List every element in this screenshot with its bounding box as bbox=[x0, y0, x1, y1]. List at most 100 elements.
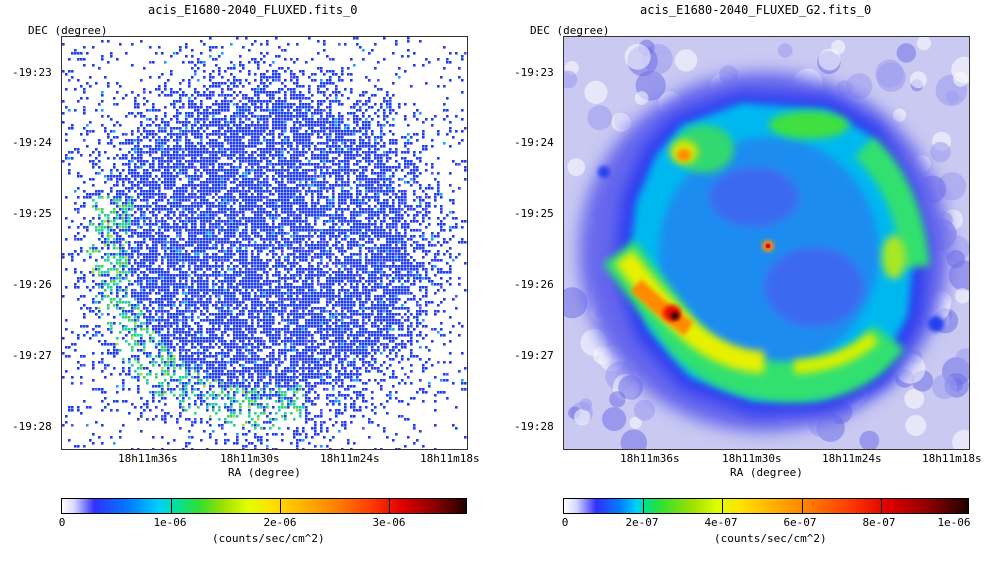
pixel bbox=[77, 253, 80, 256]
pixel bbox=[332, 253, 335, 256]
pixel bbox=[392, 118, 395, 121]
pixel bbox=[245, 145, 248, 148]
pixel bbox=[191, 112, 194, 115]
pixel bbox=[248, 61, 251, 64]
pixel bbox=[269, 259, 272, 262]
pixel bbox=[296, 136, 299, 139]
left-image-plot[interactable] bbox=[61, 36, 468, 450]
pixel bbox=[203, 94, 206, 97]
pixel bbox=[344, 166, 347, 169]
pixel bbox=[176, 115, 179, 118]
pixel bbox=[161, 160, 164, 163]
pixel bbox=[239, 244, 242, 247]
pixel bbox=[383, 271, 386, 274]
pixel bbox=[338, 79, 341, 82]
pixel bbox=[353, 259, 356, 262]
pixel bbox=[251, 199, 254, 202]
pixel bbox=[131, 91, 134, 94]
pixel bbox=[281, 49, 284, 52]
pixel bbox=[167, 241, 170, 244]
pixel bbox=[383, 265, 386, 268]
pixel bbox=[281, 208, 284, 211]
pixel bbox=[338, 196, 341, 199]
pixel bbox=[236, 142, 239, 145]
pixel bbox=[296, 133, 299, 136]
pixel bbox=[197, 106, 200, 109]
pixel bbox=[386, 250, 389, 253]
pixel bbox=[233, 232, 236, 235]
pixel bbox=[221, 109, 224, 112]
pixel bbox=[290, 76, 293, 79]
pixel bbox=[269, 94, 272, 97]
pixel bbox=[290, 97, 293, 100]
pixel bbox=[218, 130, 221, 133]
pixel bbox=[83, 139, 86, 142]
pixel bbox=[326, 142, 329, 145]
pixel bbox=[323, 244, 326, 247]
pixel bbox=[389, 178, 392, 181]
pixel bbox=[101, 232, 104, 235]
pixel bbox=[317, 274, 320, 277]
pixel bbox=[341, 229, 344, 232]
pixel bbox=[389, 226, 392, 229]
pixel bbox=[305, 163, 308, 166]
pixel bbox=[359, 118, 362, 121]
pixel bbox=[302, 259, 305, 262]
pixel bbox=[218, 238, 221, 241]
pixel bbox=[326, 169, 329, 172]
pixel bbox=[251, 112, 254, 115]
pixel bbox=[209, 112, 212, 115]
pixel bbox=[185, 148, 188, 151]
pixel bbox=[335, 127, 338, 130]
pixel bbox=[284, 139, 287, 142]
pixel bbox=[329, 160, 332, 163]
pixel bbox=[302, 154, 305, 157]
pixel bbox=[131, 223, 134, 226]
pixel bbox=[266, 184, 269, 187]
pixel bbox=[146, 208, 149, 211]
pixel bbox=[305, 178, 308, 181]
pixel bbox=[116, 82, 119, 85]
pixel bbox=[227, 139, 230, 142]
pixel bbox=[302, 238, 305, 241]
pixel bbox=[359, 181, 362, 184]
pixel bbox=[302, 208, 305, 211]
pixel bbox=[128, 151, 131, 154]
pixel bbox=[260, 196, 263, 199]
pixel bbox=[188, 235, 191, 238]
pixel bbox=[137, 253, 140, 256]
pixel bbox=[257, 115, 260, 118]
pixel bbox=[224, 133, 227, 136]
pixel bbox=[188, 100, 191, 103]
pixel bbox=[215, 214, 218, 217]
pixel bbox=[425, 253, 428, 256]
pixel bbox=[254, 196, 257, 199]
pixel bbox=[179, 226, 182, 229]
pixel bbox=[203, 121, 206, 124]
pixel bbox=[278, 256, 281, 259]
pixel bbox=[287, 175, 290, 178]
pixel bbox=[377, 232, 380, 235]
pixel bbox=[362, 178, 365, 181]
pixel bbox=[170, 208, 173, 211]
pixel bbox=[287, 181, 290, 184]
pixel bbox=[416, 109, 419, 112]
left-panel-title: acis_E1680-2040_FLUXED.fits_0 bbox=[148, 3, 358, 17]
pixel bbox=[176, 232, 179, 235]
pixel bbox=[248, 106, 251, 109]
pixel bbox=[239, 250, 242, 253]
pixel bbox=[263, 151, 266, 154]
pixel bbox=[389, 232, 392, 235]
pixel bbox=[347, 181, 350, 184]
pixel bbox=[293, 199, 296, 202]
pixel bbox=[320, 130, 323, 133]
pixel bbox=[398, 196, 401, 199]
pixel bbox=[200, 118, 203, 121]
pixel bbox=[164, 184, 167, 187]
pixel bbox=[347, 178, 350, 181]
pixel bbox=[389, 223, 392, 226]
pixel bbox=[302, 211, 305, 214]
pixel bbox=[263, 85, 266, 88]
pixel bbox=[215, 271, 218, 274]
pixel bbox=[311, 271, 314, 274]
